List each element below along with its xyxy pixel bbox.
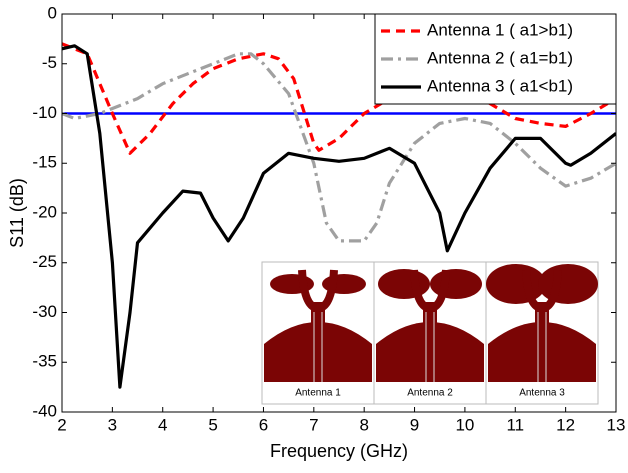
inset-label: Antenna 3 bbox=[519, 388, 565, 399]
y-tick-label: -25 bbox=[32, 252, 57, 271]
y-tick-label: 0 bbox=[48, 3, 57, 22]
antenna-ground bbox=[264, 322, 372, 382]
inset-label: Antenna 1 bbox=[295, 388, 341, 399]
legend: Antenna 1 ( a1>b1) Antenna 2 ( a1=b1) Ante… bbox=[374, 13, 617, 105]
antenna-lobe bbox=[538, 264, 598, 304]
legend-label: Antenna 3 ( a1<b1) bbox=[427, 76, 573, 95]
x-tick-label: 13 bbox=[607, 415, 626, 434]
antenna-u bbox=[410, 269, 450, 313]
x-tick-label: 11 bbox=[506, 415, 524, 434]
antenna-ground bbox=[376, 322, 484, 382]
x-tick-label: 10 bbox=[455, 415, 474, 434]
x-tick-label: 9 bbox=[410, 415, 419, 434]
y-tick-label: -10 bbox=[32, 103, 57, 122]
x-tick-label: 7 bbox=[309, 415, 318, 434]
x-tick-label: 8 bbox=[359, 415, 368, 434]
y-tick-label: -40 bbox=[32, 401, 57, 420]
antenna-lobe bbox=[486, 264, 546, 304]
antenna-u bbox=[298, 269, 338, 313]
series-line bbox=[62, 42, 616, 155]
series-line bbox=[62, 44, 616, 389]
antenna-lobe bbox=[430, 269, 482, 299]
y-tick-label: -5 bbox=[42, 53, 57, 72]
series-line bbox=[62, 52, 616, 243]
y-tick-label: -20 bbox=[32, 202, 57, 221]
x-axis-label: Frequency (GHz) bbox=[270, 441, 408, 461]
inset: Antenna 1 Antenna 2 Antenna 3 bbox=[261, 261, 599, 405]
x-tick-label: 4 bbox=[158, 415, 167, 434]
x-tick-label: 12 bbox=[556, 415, 575, 434]
antenna-ground bbox=[488, 322, 596, 382]
x-tick-label: 3 bbox=[108, 415, 117, 434]
antenna-u bbox=[522, 269, 562, 313]
inset-label: Antenna 2 bbox=[407, 388, 453, 399]
antenna-lobe bbox=[378, 269, 430, 299]
y-tick-label: -35 bbox=[32, 352, 57, 371]
y-axis-label: S11 (dB) bbox=[7, 178, 27, 248]
x-tick-label: 2 bbox=[57, 415, 66, 434]
legend-label: Antenna 2 ( a1=b1) bbox=[427, 48, 573, 67]
y-tick-label: -15 bbox=[32, 153, 57, 172]
legend-label: Antenna 1 ( a1>b1) bbox=[427, 20, 573, 39]
x-tick-label: 6 bbox=[259, 415, 268, 434]
plot-area bbox=[62, 42, 616, 389]
plot-frame bbox=[61, 13, 617, 413]
y-tick-label: -30 bbox=[32, 302, 57, 321]
axes: 2 3 4 5 6 7 8 9 10 11 12 13 -40 -35 -30 -25 -20 -15 -10 -5 0 bbox=[32, 3, 625, 434]
x-tick-label: 5 bbox=[208, 415, 217, 434]
